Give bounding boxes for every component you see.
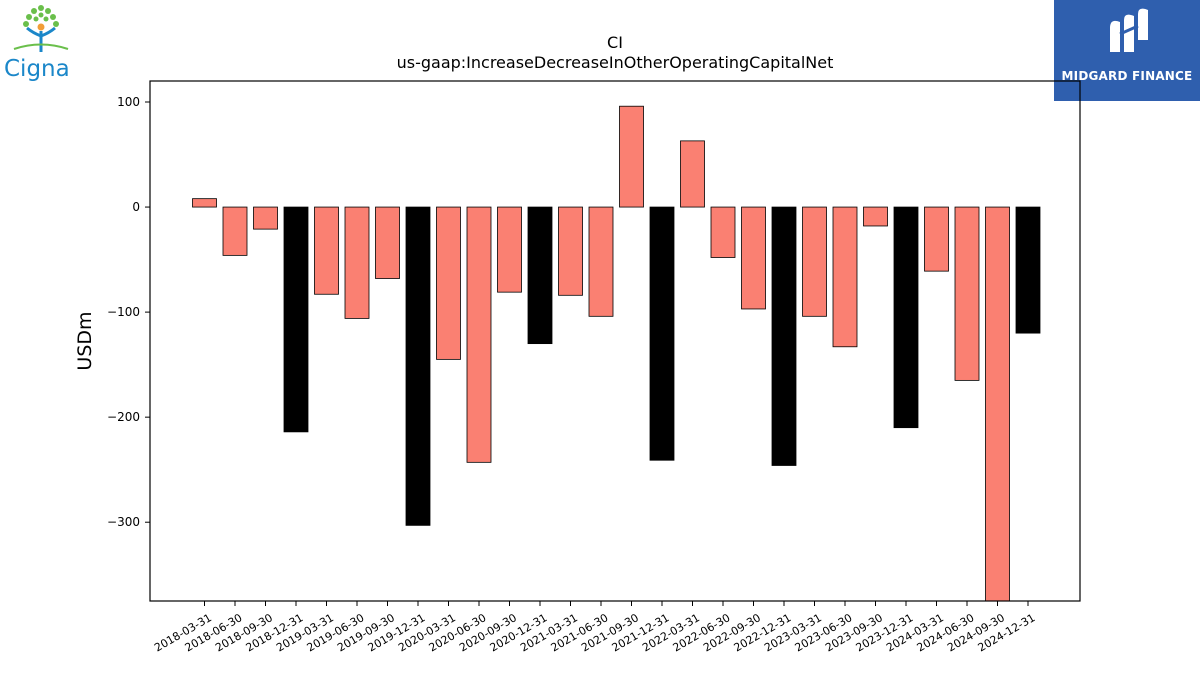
bar-2024-06-30 [954, 206, 980, 381]
bars-group [192, 105, 1041, 602]
bar-2022-03-31 [680, 140, 705, 208]
y-tick-label: 100 [117, 95, 140, 109]
cigna-tree-icon [13, 5, 69, 52]
bar-2022-12-31 [771, 206, 797, 466]
bar-2022-06-30 [710, 206, 736, 258]
cigna-wordmark: Cigna [4, 56, 70, 82]
bar-2024-12-31 [1015, 206, 1041, 334]
bar-2021-06-30 [588, 206, 614, 317]
bar-2018-09-30 [253, 206, 278, 230]
bar-2019-03-31 [314, 206, 339, 295]
midgard-emblem-icon [1110, 8, 1148, 53]
bar-2022-09-30 [741, 206, 766, 310]
y-tick-label: −200 [107, 410, 140, 424]
bar-2021-12-31 [649, 206, 675, 461]
chart-title: CI [607, 33, 623, 52]
plot-frame [149, 80, 1081, 602]
y-tick-label: −300 [107, 515, 140, 529]
bar-2023-12-31 [893, 206, 919, 429]
cigna-logo: Cigna [0, 0, 86, 92]
bar-2023-03-31 [802, 206, 827, 317]
bar-2021-03-31 [558, 206, 583, 296]
bar-2019-06-30 [344, 206, 370, 319]
y-axis: 100 0 −100 −200 −300 [107, 95, 150, 529]
bar-2018-06-30 [222, 206, 248, 256]
y-axis-label: USDm [74, 311, 96, 370]
y-tick-label: −100 [107, 305, 140, 319]
midgard-finance-logo: MIDGARD FINANCE [1054, 0, 1200, 101]
bar-2023-06-30 [832, 206, 858, 348]
bar-2020-06-30 [466, 206, 492, 463]
midgard-wordmark: MIDGARD FINANCE [1061, 69, 1193, 83]
bar-2020-03-31 [436, 206, 461, 360]
bar-2018-03-31 [192, 198, 217, 208]
chart-subtitle: us-gaap:IncreaseDecreaseInOtherOperating… [397, 53, 834, 72]
bar-2019-09-30 [375, 206, 400, 279]
x-axis: 2018-03-312018-06-302018-09-302018-12-31… [152, 601, 1038, 654]
bar-2024-09-30 [985, 206, 1010, 602]
bar-2020-12-31 [527, 206, 553, 345]
bar-2024-03-31 [924, 206, 949, 272]
bar-2019-12-31 [405, 206, 431, 526]
bar-2021-09-30 [619, 105, 644, 208]
bar-2020-09-30 [497, 206, 522, 293]
bar-2018-12-31 [283, 206, 309, 433]
bar-2023-09-30 [863, 206, 888, 227]
y-tick-label: 0 [132, 200, 140, 214]
